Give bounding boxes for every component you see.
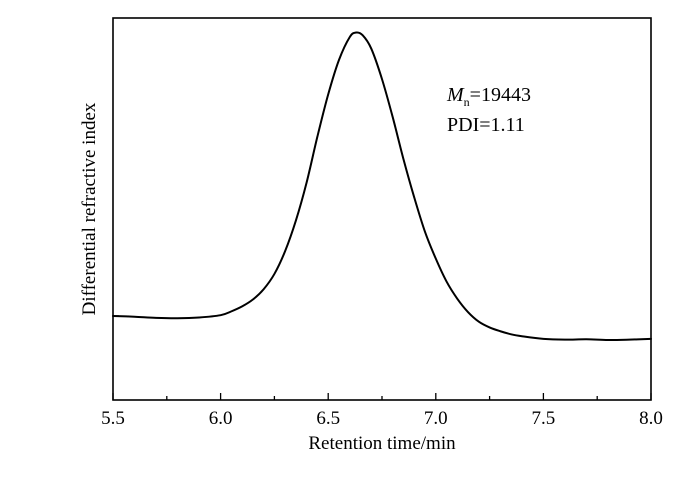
x-tick-label: 8.0	[639, 408, 663, 429]
mn-value: =19443	[470, 84, 531, 106]
mn-symbol: M	[446, 84, 465, 106]
x-tick-label: 6.0	[209, 408, 233, 429]
svg-text:Mn=19443: Mn=19443	[446, 84, 531, 109]
x-tick-label: 6.5	[316, 408, 340, 429]
annotation-mn: Mn=19443	[446, 84, 531, 109]
y-axis-title: Differential refractive index	[79, 102, 100, 315]
mn-subscript: n	[464, 95, 470, 109]
series-line	[112, 31, 652, 342]
plot-frame	[112, 17, 652, 401]
annotation-pdi: PDI=1.11	[447, 114, 525, 136]
x-tick-label: 5.5	[101, 408, 125, 429]
x-tick-label: 7.0	[424, 408, 448, 429]
x-axis: 5.5 6.0 6.5 7.0 7.5 8.0	[101, 315, 663, 429]
x-axis-title: Retention time/min	[308, 433, 456, 454]
x-tick-label: 7.5	[532, 408, 556, 429]
